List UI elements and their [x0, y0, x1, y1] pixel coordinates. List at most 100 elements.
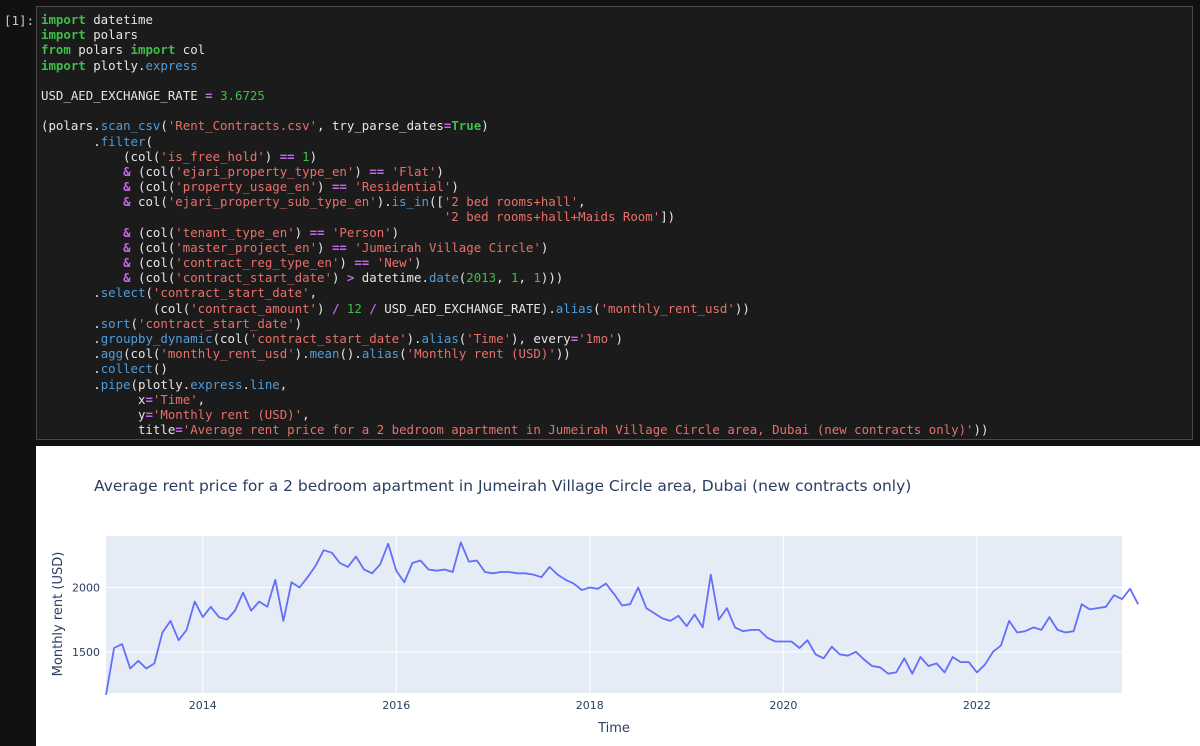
code-token: '2 bed rooms+hall'	[443, 194, 579, 210]
code-line: .pipe(plotly.express.line,	[41, 377, 988, 392]
code-token	[41, 240, 123, 255]
code-line: .sort('contract_start_date')	[41, 316, 988, 331]
code-token: pipe	[100, 376, 131, 392]
code-token: 'contract_start_date'	[249, 330, 407, 346]
chart-title: Average rent price for a 2 bedroom apart…	[94, 477, 911, 495]
code-token: '2 bed rooms+hall+Maids Room'	[443, 209, 661, 225]
code-token: (	[593, 300, 601, 316]
code-token: datetime	[85, 12, 153, 27]
code-token: sort	[100, 315, 131, 331]
code-line: x='Time',	[41, 392, 988, 407]
code-token: 'New'	[376, 255, 415, 270]
code-token: ()	[152, 361, 168, 377]
code-token: polars	[70, 42, 131, 58]
code-token: )	[414, 255, 422, 270]
code-token: 'Residential'	[354, 179, 452, 195]
code-token: ==	[309, 224, 325, 240]
code-token: ).	[294, 346, 310, 362]
code-token: scan_csv	[100, 118, 161, 134]
code-line: import datetime	[41, 12, 988, 27]
x-tick-label: 2016	[382, 699, 410, 712]
code-token: )	[540, 239, 549, 255]
code-token: 'Time'	[466, 330, 512, 346]
x-tick-label: 2020	[769, 699, 797, 712]
code-token: 1	[533, 270, 541, 286]
code-token: .	[41, 361, 101, 377]
code-token: ,	[578, 194, 586, 210]
code-line: & (col('master_project_en') == 'Jumeirah…	[41, 240, 988, 255]
series-polyline	[105, 541, 1139, 696]
code-line: .groupby_dynamic(col('contract_start_dat…	[41, 331, 988, 346]
code-token: (	[399, 346, 407, 362]
code-token: (col(	[130, 270, 176, 286]
code-token: import	[130, 42, 176, 58]
code-token: )	[317, 179, 332, 195]
code-token: col(	[130, 194, 168, 210]
code-line: & col('ejari_property_sub_type_en').is_i…	[41, 194, 988, 209]
code-token: ,	[302, 406, 310, 422]
code-token: )	[264, 148, 280, 164]
code-line: .filter(	[41, 134, 988, 149]
code-token: )	[317, 300, 332, 316]
code-token: '1mo'	[578, 330, 616, 346]
code-token: )	[339, 255, 355, 270]
code-token: (	[458, 330, 467, 346]
code-token: (col(	[123, 346, 161, 362]
code-token: (col(	[130, 255, 176, 270]
code-token: 'contract_start_date'	[138, 315, 295, 331]
code-token: (col(	[130, 224, 176, 240]
code-token: ([	[428, 194, 444, 210]
code-token: import	[41, 57, 86, 73]
code-token: 'ejari_property_type_en'	[175, 163, 355, 179]
code-line: .agg(col('monthly_rent_usd').mean().alia…	[41, 346, 988, 361]
code-token	[41, 270, 123, 285]
code-token: )	[615, 330, 623, 346]
code-token: (col(	[130, 179, 176, 195]
code-token: 'property_usage_en'	[175, 179, 318, 195]
code-editor[interactable]: import datetime import polars from polars …	[41, 12, 988, 437]
code-token: 'Monthly rent (USD)'	[406, 346, 556, 362]
code-token: ==	[279, 148, 295, 164]
code-token: (	[145, 285, 153, 301]
code-line: .select('contract_start_date',	[41, 285, 988, 300]
code-token: 2013	[466, 270, 497, 286]
code-line: (col('contract_amount') / 12 / USD_AED_E…	[41, 301, 988, 316]
code-token: 'master_project_en'	[175, 239, 318, 255]
code-token: ), every	[511, 330, 571, 346]
code-token: (col(	[41, 300, 191, 316]
code-token: datetime.	[354, 270, 429, 286]
code-token: 'contract_start_date'	[152, 285, 310, 301]
code-token	[41, 179, 123, 194]
code-token: ))	[973, 422, 989, 438]
code-token	[41, 164, 123, 179]
code-token: filter	[100, 133, 146, 149]
code-line	[41, 73, 988, 88]
code-token: 'monthly_rent_usd'	[600, 300, 735, 316]
code-token: ,	[518, 270, 534, 286]
code-token: plotly.	[85, 57, 146, 73]
code-line: .collect()	[41, 361, 988, 376]
code-token: )	[294, 315, 303, 331]
code-token: (	[130, 315, 138, 331]
code-token	[295, 149, 302, 164]
code-token: &	[123, 163, 131, 179]
code-token: express	[190, 376, 243, 392]
code-token: 'ejari_property_sub_type_en'	[167, 194, 377, 210]
code-line	[41, 103, 988, 118]
gridlines	[106, 536, 1122, 693]
code-cell[interactable]: import datetime import polars from polars …	[36, 6, 1193, 440]
code-token: 'monthly_rent_usd'	[160, 346, 295, 362]
code-token: 'Time'	[152, 391, 198, 407]
code-line: & (col('contract_reg_type_en') == 'New')	[41, 255, 988, 270]
code-token: )	[309, 148, 318, 164]
code-token: title	[41, 422, 176, 438]
code-token: 'Rent_Contracts.csv'	[167, 118, 318, 134]
code-token: import	[41, 12, 86, 27]
code-token: ))	[734, 300, 750, 316]
code-token	[339, 301, 346, 316]
code-token: )	[317, 239, 332, 255]
code-line: '2 bed rooms+hall+Maids Room'])	[41, 209, 988, 224]
code-token: .	[41, 315, 101, 331]
code-token	[41, 194, 123, 209]
code-token: ,	[496, 270, 512, 286]
